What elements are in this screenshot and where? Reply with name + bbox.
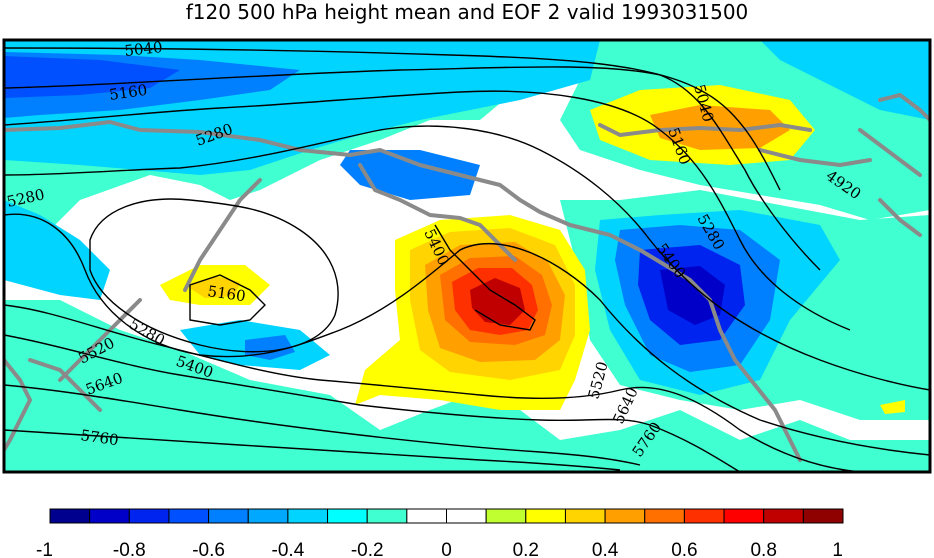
colorbar-tick-label: 0.8 — [750, 540, 776, 558]
shade-deepblue-north — [4, 56, 180, 98]
colorbar-tick-label: 1 — [832, 540, 843, 558]
colorbar-swatch — [247, 508, 289, 524]
colorbar-swatch — [485, 508, 527, 524]
colorbar-swatch — [208, 508, 249, 524]
colorbar-swatch — [564, 508, 606, 524]
shade-yellow-se — [880, 400, 905, 414]
colorbar-swatch — [168, 508, 210, 524]
colorbar-swatch — [327, 508, 368, 524]
colorbar-tick-label: 0.2 — [513, 540, 539, 558]
shade-blue-small — [245, 335, 295, 360]
colorbar-swatch — [763, 508, 804, 524]
colorbar-swatch — [366, 508, 408, 524]
colorbar-swatch — [525, 508, 566, 524]
colorbar-tick-label: 0.4 — [592, 540, 619, 558]
contour-label: 5760 — [79, 426, 119, 449]
shade-cyan-west — [4, 200, 110, 300]
colorbar-swatch — [604, 508, 646, 524]
height-contours — [4, 47, 930, 472]
colorbar-swatch — [683, 508, 725, 524]
shade-navy-east — [660, 266, 725, 325]
colorbar-tick-label: -0.4 — [272, 540, 305, 558]
contour-label: 5040 — [124, 38, 164, 60]
colorbar-tick-label: -0.6 — [192, 540, 225, 558]
colorbar-swatch — [802, 508, 844, 524]
colorbar-swatch — [723, 508, 765, 524]
contour-label: 5160 — [206, 282, 246, 305]
colorbar-swatch — [446, 508, 487, 524]
colorbar-tick-label: 0 — [441, 540, 452, 558]
colorbar-swatch — [128, 508, 170, 524]
colorbar-swatch — [49, 508, 91, 524]
colorbar-tick-label: -1 — [36, 540, 53, 558]
eof-shading — [4, 40, 930, 472]
contour-label: 5160 — [108, 81, 148, 104]
colorbar-tick-label: -0.2 — [351, 540, 384, 558]
map-frame — [2, 38, 932, 474]
colorbar-swatch — [644, 508, 685, 524]
colorbar-swatch — [287, 508, 329, 524]
colorbar-tick-label: -0.8 — [113, 540, 146, 558]
shade-darkred-center — [470, 278, 525, 325]
map-title: f120 500 hPa height mean and EOF 2 valid… — [185, 0, 749, 24]
colorbar-swatch — [406, 508, 448, 524]
shade-teal-south — [4, 300, 930, 472]
colorbar-swatch — [89, 508, 130, 524]
colorbar-ticks: -1 -0.8 -0.6 -0.4 -0.2 0 0.2 0.4 0.6 0.8 1 — [36, 540, 843, 558]
colorbar — [49, 508, 844, 524]
colorbar-tick-label: 0.6 — [671, 540, 697, 558]
